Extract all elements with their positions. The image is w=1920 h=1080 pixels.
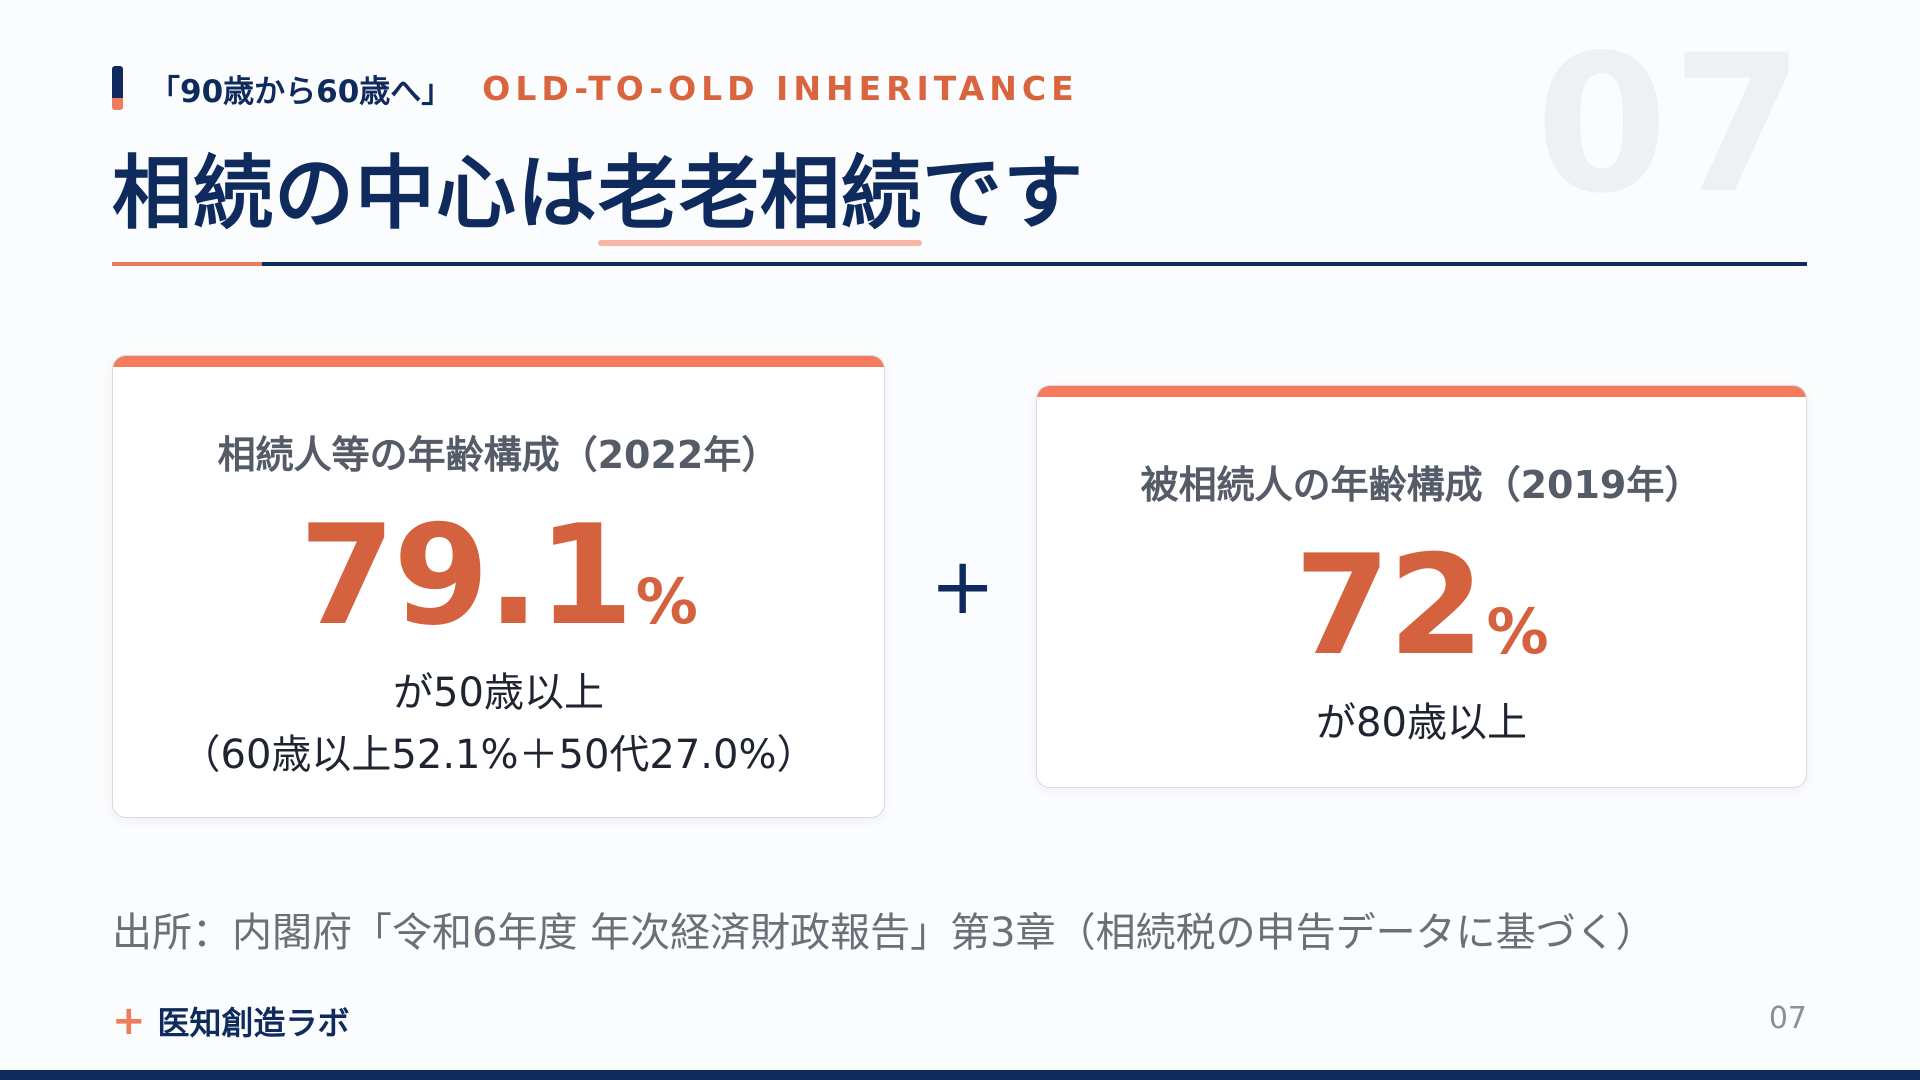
- stat-unit: %: [1486, 595, 1549, 668]
- page-title: 相続の中心は老老相続です: [112, 147, 1084, 246]
- title-rule-accent: [112, 262, 262, 266]
- page-number: 07: [1768, 1001, 1807, 1036]
- title-tail: です: [922, 147, 1084, 240]
- stat-card-heirs: 相続人等の年齢構成（2022年） 79.1% が50歳以上 （60歳以上52.1…: [112, 355, 885, 818]
- kicker-japanese: 「90歳から60歳へ」: [149, 73, 453, 110]
- source-note: 出所：内閣府「令和6年度 年次経済財政報告」第3章（相続税の申告データに基づく）: [112, 910, 1656, 956]
- kicker-english: OLD-TO-OLD INHERITANCE: [482, 68, 1079, 108]
- slide-number-watermark: 07: [1535, 14, 1808, 235]
- stat-number: 72: [1294, 525, 1484, 686]
- stat-description: が50歳以上: [393, 670, 604, 716]
- brand-name: 医知創造ラボ: [157, 1004, 350, 1042]
- stat-description: が80歳以上: [1316, 700, 1527, 746]
- bottom-bar: [0, 1070, 1920, 1080]
- card-title: 相続人等の年齢構成（2022年）: [217, 433, 780, 477]
- brand-plus-icon: +: [112, 998, 146, 1044]
- plus-operator-icon: +: [930, 542, 996, 632]
- section-kicker: 「90歳から60歳へ」 OLD-TO-OLD INHERITANCE: [112, 65, 1079, 111]
- title-lead: 相続の中心は: [112, 147, 598, 240]
- stat-number: 79.1: [299, 495, 633, 656]
- kicker-marker-icon: [112, 66, 123, 110]
- title-rule: [112, 262, 1807, 266]
- stat-value: 79.1%: [113, 507, 884, 645]
- stat-card-decedents: 被相続人の年齢構成（2019年） 72% が80歳以上: [1036, 385, 1807, 788]
- card-title: 被相続人の年齢構成（2019年）: [1140, 463, 1703, 507]
- stat-breakdown: （60歳以上52.1%＋50代27.0%）: [180, 732, 817, 778]
- brand: + 医知創造ラボ: [112, 998, 350, 1044]
- stat-value: 72%: [1037, 537, 1806, 675]
- title-highlight: 老老相続: [598, 147, 922, 246]
- card-accent-bar: [113, 356, 884, 367]
- stat-unit: %: [635, 565, 698, 638]
- card-accent-bar: [1037, 386, 1806, 397]
